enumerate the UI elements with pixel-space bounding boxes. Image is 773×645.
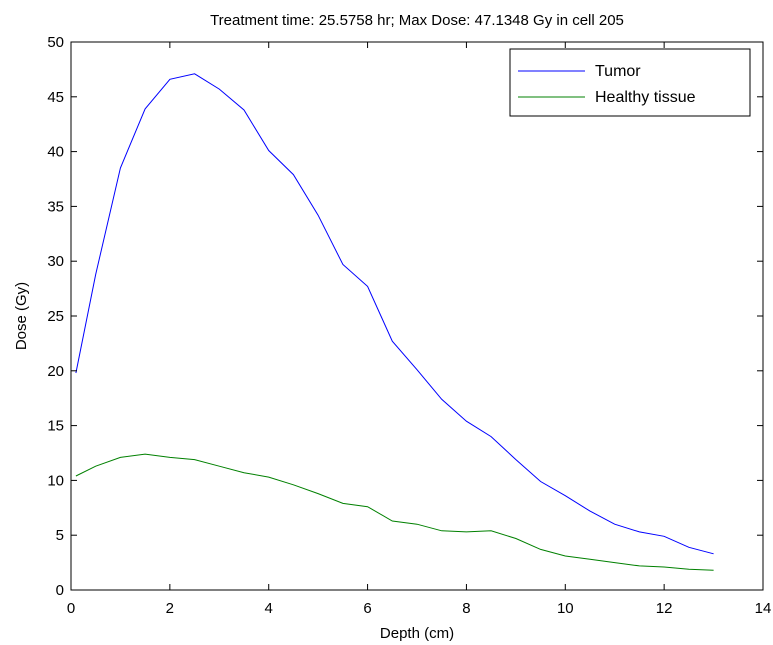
x-tick-label: 12 — [656, 600, 673, 617]
series-group — [75, 73, 714, 571]
x-tick-label: 6 — [363, 600, 371, 617]
x-tick-label: 2 — [166, 600, 174, 617]
x-tick-label: 14 — [755, 600, 772, 617]
y-tick-label: 0 — [56, 582, 64, 599]
x-tick-label: 10 — [557, 600, 574, 617]
series-line-healthy-tissue — [75, 453, 714, 571]
y-tick-label: 45 — [47, 89, 64, 106]
y-axis-label: Dose (Gy) — [13, 282, 30, 350]
y-tick-label: 5 — [56, 527, 64, 544]
y-axis-ticks: 0 5 10 15 20 25 30 35 40 45 50 — [47, 34, 763, 599]
x-tick-label: 8 — [462, 600, 470, 617]
y-tick-label: 50 — [47, 34, 64, 51]
y-tick-label: 15 — [47, 418, 64, 435]
legend-label-healthy-tissue: Healthy tissue — [595, 89, 696, 106]
x-axis-ticks: 0 2 4 6 8 10 12 14 — [67, 42, 772, 617]
x-tick-label: 0 — [67, 600, 75, 617]
plot-frame — [70, 41, 764, 591]
x-tick-label: 4 — [265, 600, 273, 617]
y-tick-label: 20 — [47, 363, 64, 380]
legend: Tumor Healthy tissue — [509, 48, 751, 117]
x-axis-label: Depth (cm) — [380, 625, 454, 642]
y-tick-label: 25 — [47, 308, 64, 325]
y-tick-label: 40 — [47, 144, 64, 161]
legend-label-tumor: Tumor — [595, 63, 641, 80]
chart-title: Treatment time: 25.5758 hr; Max Dose: 47… — [210, 12, 624, 29]
y-tick-label: 35 — [47, 198, 64, 215]
series-line-tumor — [75, 73, 714, 555]
y-tick-label: 10 — [47, 472, 64, 489]
y-tick-label: 30 — [47, 253, 64, 270]
legend-box — [509, 48, 751, 117]
